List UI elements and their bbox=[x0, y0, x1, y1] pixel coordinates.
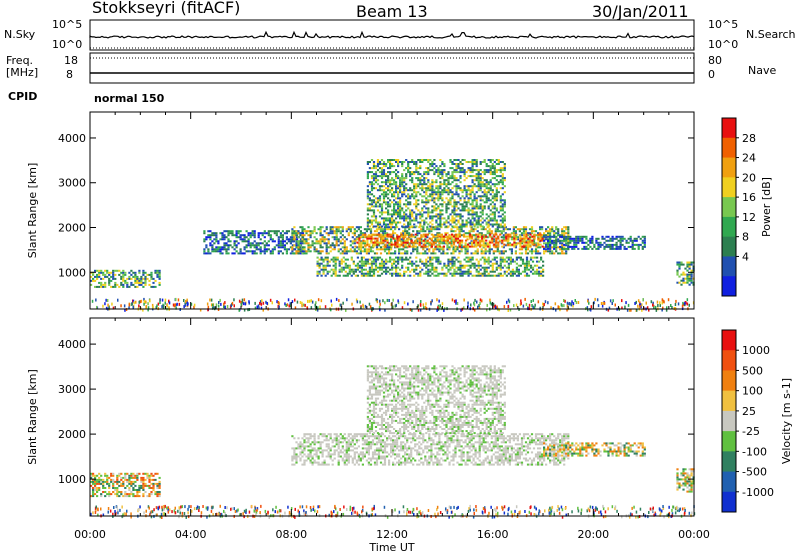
freq-panel bbox=[89, 52, 695, 84]
freq-tick-top: 18 bbox=[64, 54, 78, 67]
echo-region bbox=[90, 472, 161, 498]
colorbar-segment bbox=[722, 177, 736, 198]
velocity-colorbar: 1000 500 100 25 -25 -100 -500 -1000 Velocity [m … bbox=[721, 329, 793, 513]
colorbar-segment bbox=[722, 451, 736, 473]
colorbar-tick-label: 4 bbox=[742, 250, 749, 263]
date-label: 30/Jan/2011 bbox=[592, 2, 689, 21]
x-tick-label: 04:00 bbox=[175, 528, 207, 541]
nsky-tick-top: 10^5 bbox=[52, 18, 83, 31]
y-tick-label: 1000 bbox=[58, 266, 86, 279]
colorbar-segment bbox=[722, 236, 736, 257]
freq-label: Freq. bbox=[6, 54, 34, 67]
colorbar-frame bbox=[721, 117, 737, 297]
freq-tick-bottom: 8 bbox=[66, 68, 73, 81]
colorbar-tick-label: 25 bbox=[742, 405, 756, 418]
near-range-noise bbox=[91, 297, 695, 312]
velocity-panel: 1000 2000 3000 4000 Slant Range [km] bbox=[26, 317, 696, 519]
nave-tick-top: 80 bbox=[708, 54, 722, 67]
x-tick-label: 12:00 bbox=[376, 528, 408, 541]
colorbar-segment bbox=[722, 157, 736, 178]
echo-region bbox=[203, 230, 305, 255]
nsky-line bbox=[89, 30, 695, 39]
beam-label: Beam 13 bbox=[356, 2, 428, 21]
nsearch-tick-bottom: 10^0 bbox=[708, 38, 739, 51]
y-tick-label: 3000 bbox=[58, 177, 86, 190]
colorbar-tick-label: 500 bbox=[742, 364, 763, 377]
colorbar-segment bbox=[722, 216, 736, 238]
echo-region bbox=[543, 235, 646, 250]
y-tick-label: 4000 bbox=[58, 132, 86, 145]
colorbar-tick-label: -25 bbox=[742, 425, 760, 438]
y-tick-label: 2000 bbox=[58, 222, 86, 235]
colorbar-segment bbox=[722, 197, 736, 218]
echo-region bbox=[366, 365, 506, 435]
nsky-frame bbox=[89, 19, 695, 51]
nave-label: Nave bbox=[748, 64, 777, 77]
y-axis-label: Slant Range [km] bbox=[26, 369, 39, 465]
y-tick-label: 2000 bbox=[58, 428, 86, 441]
colorbar-segment bbox=[722, 276, 736, 297]
colorbar-segment bbox=[722, 491, 736, 513]
colorbar-segment bbox=[722, 118, 736, 139]
colorbar-segment bbox=[722, 410, 736, 432]
echo-region bbox=[316, 256, 545, 277]
x-axis-label: Time UT bbox=[368, 541, 414, 554]
colorbar-tick-label: 100 bbox=[742, 385, 763, 398]
colorbar-tick-label: 1000 bbox=[742, 344, 770, 357]
nave-tick-bottom: 0 bbox=[708, 68, 715, 81]
colorbar-segment bbox=[722, 370, 736, 392]
freq-frame bbox=[89, 52, 695, 84]
colorbar-segment bbox=[722, 350, 736, 371]
colorbar-segment bbox=[722, 431, 736, 452]
colorbar-segment bbox=[722, 390, 736, 412]
y-tick-label: 4000 bbox=[58, 338, 86, 351]
y-axis-label: Slant Range [km] bbox=[26, 163, 39, 259]
y-tick-label: 1000 bbox=[58, 473, 86, 486]
colorbar-tick-label: 12 bbox=[742, 211, 756, 224]
nsky-label: N.Sky bbox=[4, 28, 36, 41]
colorbar-label: Velocity [m s-1] bbox=[780, 378, 793, 464]
colorbar-tick-label: -100 bbox=[742, 445, 767, 458]
x-tick-label: 08:00 bbox=[275, 528, 307, 541]
echo-region bbox=[366, 159, 506, 228]
colorbar-label: Power [dB] bbox=[760, 177, 773, 237]
nsky-panel bbox=[89, 19, 695, 51]
nsky-tick-bottom: 10^0 bbox=[52, 38, 83, 51]
colorbar-tick-label: 8 bbox=[742, 231, 749, 244]
colorbar-segment bbox=[722, 137, 736, 159]
y-tick-label: 3000 bbox=[58, 383, 86, 396]
x-tick-label: 00:00 bbox=[678, 528, 710, 541]
power-panel: 1000 2000 3000 4000 Slant Range [km] bbox=[26, 111, 695, 312]
x-tick-label: 00:00 bbox=[74, 528, 106, 541]
colorbar-tick-label: 20 bbox=[742, 171, 756, 184]
colorbar-tick-label: 24 bbox=[742, 152, 756, 165]
colorbar-tick-label: 16 bbox=[742, 191, 756, 204]
colorbar-frame bbox=[721, 329, 737, 513]
cpid-label: CPID bbox=[8, 90, 38, 103]
echo-region bbox=[543, 442, 646, 457]
nsearch-label: N.Search bbox=[746, 28, 796, 41]
colorbar-segment bbox=[722, 471, 736, 493]
colorbar-segment bbox=[722, 330, 736, 351]
colorbar-tick-label: -500 bbox=[742, 466, 767, 479]
colorbar-tick-label: -1000 bbox=[742, 486, 774, 499]
colorbar-segment bbox=[722, 256, 736, 277]
colorbar-tick-label: 28 bbox=[742, 132, 756, 145]
power-colorbar: 28 24 20 16 12 8 4 Power [dB] bbox=[721, 117, 773, 297]
axis-labels: 00:00 04:00 08:00 12:00 16:00 20:00 00:00 Time … bbox=[74, 528, 710, 554]
echo-region bbox=[90, 269, 161, 288]
nsearch-tick-top: 10^5 bbox=[708, 18, 739, 31]
cpid-value: normal 150 bbox=[94, 92, 165, 105]
x-tick-label: 20:00 bbox=[577, 528, 609, 541]
x-tick-label: 16:00 bbox=[477, 528, 509, 541]
freq-unit: [MHz] bbox=[6, 66, 39, 79]
chart-title: Stokkseyri (fitACF) bbox=[92, 0, 241, 17]
echo-region bbox=[354, 233, 544, 248]
